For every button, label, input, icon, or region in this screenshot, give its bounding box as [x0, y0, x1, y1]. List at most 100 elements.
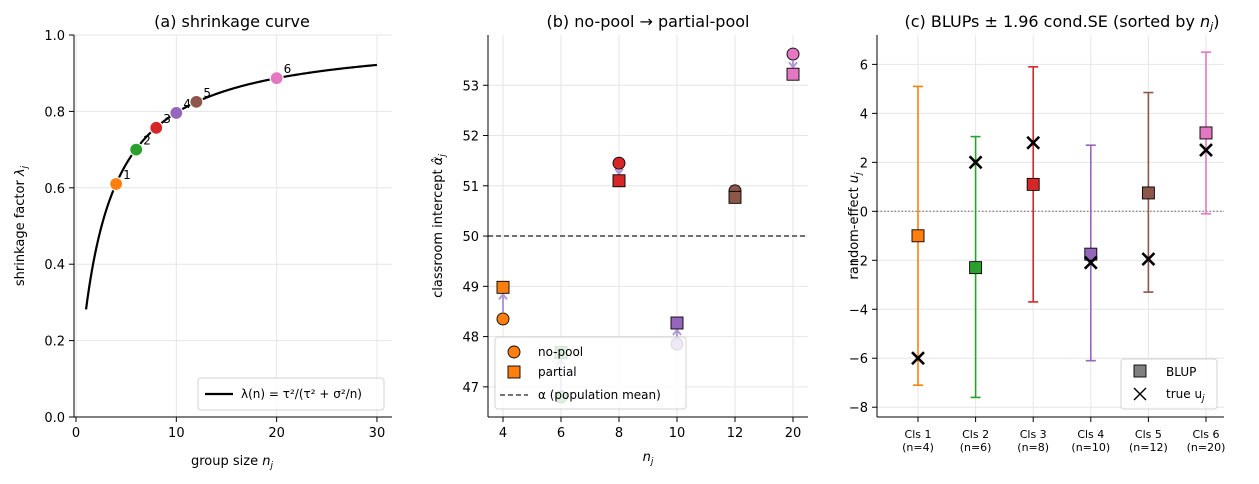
- panel-a-ytick-label: 0.0: [44, 411, 65, 426]
- panel-a: (a) shrinkage curve 0 10 20 300.00.20.40.60…: [13, 12, 392, 471]
- panel-b-ytick-label: 51: [462, 180, 479, 195]
- panel-c-ytick-label: 0: [860, 205, 868, 220]
- blup-point: [1199, 126, 1213, 140]
- panel-c-ytick-label: 6: [860, 58, 868, 73]
- true-u-point: [968, 155, 983, 170]
- panel-b-xtick-label: 8: [615, 426, 623, 441]
- panel-c-marks: [911, 126, 1213, 366]
- shrinkage-point: [109, 176, 124, 192]
- shrinkage-point: [149, 120, 164, 135]
- partial-point: [670, 316, 684, 330]
- panel-c-ytick-label: 4: [860, 107, 868, 122]
- partial-point: [496, 280, 510, 294]
- blup-point: [1084, 247, 1098, 261]
- panel-c-ytick-label: −2: [849, 254, 868, 269]
- panel-a-grid: [74, 34, 392, 418]
- legend-true-label: true uj: [1166, 387, 1205, 404]
- true-u-point: [911, 351, 925, 366]
- legend-blup-marker: [1133, 364, 1147, 378]
- blup-point: [1026, 177, 1040, 191]
- blup-point: [911, 229, 925, 243]
- panel-a-ticks: 0 10 20 30 0.0 0.2 0.4 0.6 0.8 1.0: [44, 29, 385, 441]
- panel-a-ytick-label: 0.2: [44, 335, 65, 350]
- panel-c-ylabel: random-effect uj: [847, 172, 864, 280]
- panel-c: (c) BLUPs ± 1.96 cond.SE (sorted by nj) …: [847, 12, 1225, 454]
- panel-a-xlabel: group size nj: [191, 454, 273, 471]
- panel-c-xtick-sublabel: (n=4): [902, 441, 934, 454]
- panel-c-ytick-label: −4: [849, 303, 868, 318]
- true-u-point: [1083, 255, 1098, 270]
- shrinkage-point-label: 2: [143, 134, 151, 148]
- true-u-point: [1141, 252, 1156, 266]
- panel-c-ytick-label: −6: [849, 352, 868, 367]
- panel-c-xtick-label: Cls 2: [962, 428, 989, 441]
- panel-c-xtick-sublabel: (n=12): [1129, 441, 1168, 454]
- shrink-arrowhead: [672, 328, 682, 336]
- legend-partial-label: partial: [538, 365, 577, 379]
- true-u-stroke: [1199, 143, 1213, 158]
- true-u-stroke: [911, 351, 925, 366]
- panel-a-ytick-label: 0.4: [44, 258, 65, 273]
- partial-point: [786, 67, 800, 81]
- shrinkage-curve: [84, 63, 378, 310]
- panel-b: (b) no-pool → partial-pool 4 6 8 10 12 20 47 48…: [431, 12, 808, 467]
- shrinkage-point: [129, 142, 144, 157]
- panel-b-ticks: 4 6 8 10 12 20 47 48 49 50 51 52 53: [462, 79, 801, 441]
- true-u-stroke: [1026, 135, 1041, 150]
- panel-a-xtick-label: 0: [72, 426, 80, 441]
- panel-b-ytick-label: 49: [462, 280, 479, 295]
- panel-a-xtick-label: 10: [168, 426, 185, 441]
- panel-a-ytick-label: 0.6: [44, 182, 65, 197]
- partial-point: [728, 190, 742, 204]
- shrink-arrowhead: [788, 61, 798, 69]
- panel-c-xtick-sublabel: (n=10): [1071, 441, 1110, 454]
- panel-a-ylabel: shrinkage factor λj: [13, 165, 30, 286]
- legend-curve-label: λ(n) = τ²/(τ² + σ²/n): [241, 387, 362, 401]
- panel-b-xlabel: nj: [643, 450, 654, 467]
- panel-c-xtick-label: Cls 6: [1193, 428, 1220, 441]
- legend-alpha-label: α (population mean): [538, 388, 661, 402]
- true-u-point: [1199, 143, 1213, 158]
- panel-a-ytick-label: 0.8: [44, 105, 65, 120]
- panel-b-ytick-label: 48: [462, 331, 479, 346]
- panel-b-xtick-label: 6: [557, 426, 565, 441]
- panel-b-ytick-label: 53: [462, 79, 479, 94]
- blup-point: [1141, 186, 1155, 200]
- panel-b-ytick-label: 50: [462, 230, 479, 245]
- panel-c-errorbars: [913, 51, 1211, 399]
- nopool-point: [786, 47, 800, 61]
- legend-partial-marker: [507, 365, 521, 379]
- shrinkage-point-label: 6: [284, 62, 292, 76]
- blup-point: [969, 261, 983, 275]
- panel-b-ylabel: classroom intercept α̂j: [431, 154, 448, 298]
- shrinkage-point-label: 4: [183, 97, 191, 111]
- panel-c-title: (c) BLUPs ± 1.96 cond.SE (sorted by nj): [905, 12, 1220, 33]
- panel-b-ytick-label: 47: [462, 381, 479, 396]
- panel-b-xtick-label: 12: [727, 426, 744, 441]
- panel-a-title: (a) shrinkage curve: [154, 12, 310, 31]
- nopool-point: [612, 156, 626, 170]
- true-u-stroke: [1083, 255, 1098, 270]
- panel-c-xtick-sublabel: (n=8): [1017, 441, 1049, 454]
- panel-c-xtick-label: Cls 1: [905, 428, 932, 441]
- shrink-arrowhead: [498, 292, 508, 300]
- shrinkage-point: [189, 94, 204, 109]
- panel-c-legend: BLUP true uj: [1120, 358, 1218, 410]
- shrink-arrowhead: [614, 168, 624, 176]
- partial-point: [612, 174, 626, 188]
- panel-c-xtick-sublabel: (n=20): [1187, 441, 1226, 454]
- panel-c-ytick-label: −8: [849, 401, 868, 416]
- panel-b-xtick-label: 4: [499, 426, 507, 441]
- panel-b-legend: no-pool partial α (population mean): [494, 336, 687, 410]
- panel-a-legend: λ(n) = τ²/(τ² + σ²/n): [197, 377, 385, 411]
- shrinkage-point-label: 3: [163, 112, 171, 126]
- panel-c-xtick-sublabel: (n=6): [960, 441, 992, 454]
- panel-b-ytick-label: 52: [462, 130, 479, 145]
- panel-c-ytick-label: 2: [860, 156, 868, 171]
- true-u-point: [1026, 135, 1041, 150]
- panel-c-xtick-label: Cls 5: [1135, 428, 1162, 441]
- legend-true-marker: [1133, 387, 1147, 401]
- legend-nopool-marker: [507, 345, 521, 359]
- panel-c-ticks: Cls 1(n=4) Cls 2(n=6) Cls 3(n=8) Cls 4(n=10…: [849, 58, 1226, 454]
